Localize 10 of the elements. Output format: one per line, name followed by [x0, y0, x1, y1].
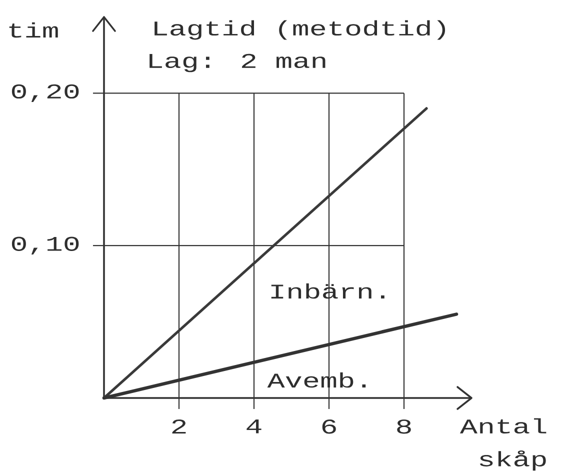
x-tick-label: 4 — [246, 420, 262, 434]
chart-title: Lagtid (metodtid) — [154, 20, 446, 40]
text: Lag: 2 man — [150, 54, 326, 72]
y-tick-label: 0,10 — [12, 236, 79, 254]
x-tick-label: 2 — [172, 420, 186, 434]
x-tick-label: 6 — [322, 420, 336, 434]
y-axis-title: tim — [9, 22, 58, 38]
x-tick-label: 8 — [397, 420, 411, 434]
y-tick-label: 0,20 — [12, 84, 79, 102]
x-axis-title: Antal skåp — [460, 418, 546, 471]
